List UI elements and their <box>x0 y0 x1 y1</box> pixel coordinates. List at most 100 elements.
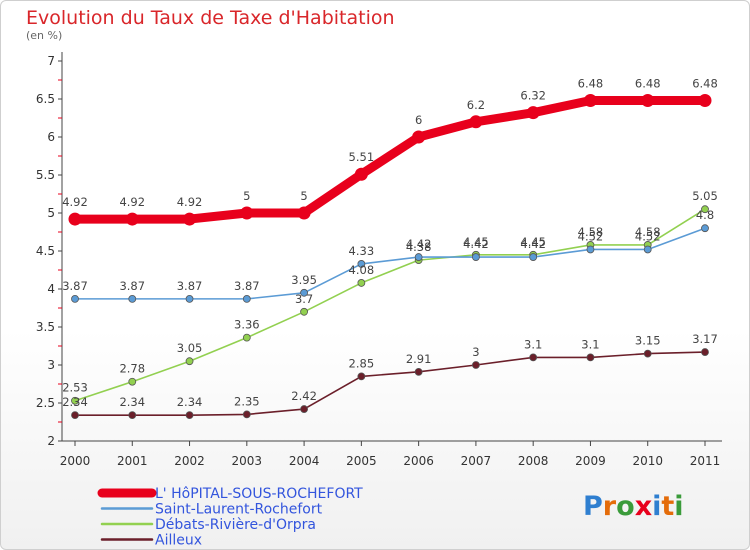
legend-label: Ailleux <box>155 533 202 549</box>
data-point <box>357 279 366 287</box>
data-label: 3 <box>472 345 479 359</box>
data-point <box>472 361 480 369</box>
data-point <box>242 410 251 419</box>
y-tick-label: 6.5 <box>36 92 55 106</box>
data-point <box>185 294 194 303</box>
data-point <box>701 348 709 356</box>
logo-letter: r <box>603 491 617 522</box>
logo-letter: i <box>652 491 661 522</box>
data-point <box>357 260 366 268</box>
x-tick-label: 2009 <box>575 454 606 468</box>
data-label: 2.53 <box>62 381 88 395</box>
series-lines <box>68 94 712 420</box>
data-label: 6.48 <box>635 77 661 91</box>
data-point <box>472 253 480 261</box>
data-point <box>414 367 423 376</box>
y-tick-label: 5.5 <box>36 168 55 182</box>
x-tick-label: 2005 <box>346 454 377 468</box>
y-tick-label: 4.5 <box>36 244 55 258</box>
data-label: 2.34 <box>119 395 145 409</box>
data-label: 4.42 <box>463 237 489 251</box>
data-label: 6.32 <box>520 89 546 103</box>
data-point <box>469 115 483 129</box>
data-point <box>529 253 538 261</box>
y-tick-label: 5 <box>47 206 55 220</box>
data-label: 2.42 <box>291 389 317 403</box>
data-point <box>583 94 597 108</box>
data-label: 5 <box>300 189 307 203</box>
data-label: 3.1 <box>524 337 542 351</box>
series-1 <box>71 224 709 303</box>
data-label: 6.48 <box>692 77 718 91</box>
data-point <box>354 167 368 181</box>
data-labels: 4.92 4.92 4.92 5 5 5.51 6 6.2 6.32 6.48 6.48 6.48 3.… <box>62 77 718 410</box>
chart-subtitle: (en %) <box>26 29 62 42</box>
data-point <box>414 253 423 261</box>
y-tick-label: 2.5 <box>36 396 55 410</box>
data-label: 2.35 <box>234 394 260 408</box>
data-point <box>701 224 709 233</box>
legend-label: L' HôPITAL-SOUS-ROCHEFORT <box>155 486 363 502</box>
data-point <box>240 206 254 220</box>
data-label: 4.45 <box>463 235 489 249</box>
x-tick-label: 2010 <box>632 454 663 468</box>
x-tick-label: 2003 <box>232 454 263 468</box>
y-tick-label: 7 <box>47 54 55 68</box>
chart-title: Evolution du Taux de Taxe d'Habitation <box>26 7 395 29</box>
data-label: 3.15 <box>635 334 661 348</box>
data-point <box>529 353 538 362</box>
x-tick-label: 2006 <box>403 454 434 468</box>
x-tick-label: 2008 <box>518 454 549 468</box>
data-label: 4.33 <box>349 244 375 258</box>
data-label: 2.34 <box>177 395 203 409</box>
data-label: 3.36 <box>234 318 260 332</box>
data-label: 6 <box>415 113 422 127</box>
data-point <box>586 353 595 362</box>
data-point <box>128 411 137 420</box>
data-point <box>183 212 197 226</box>
x-tick-label: 2011 <box>690 454 721 468</box>
x-tick-label: 2001 <box>117 454 148 468</box>
data-label: 3.95 <box>291 273 317 287</box>
logo-letter: x <box>635 491 652 522</box>
data-label: 3.87 <box>119 279 145 293</box>
data-point <box>68 212 82 226</box>
data-point <box>641 94 655 108</box>
x-tick-label: 2002 <box>174 454 205 468</box>
data-point <box>125 212 139 226</box>
data-point <box>242 333 251 342</box>
data-point <box>242 294 251 303</box>
data-label: 3.7 <box>295 292 313 306</box>
legend-label: Saint-Laurent-Rochefort <box>155 502 323 518</box>
data-label: 2.78 <box>119 362 145 376</box>
data-label: 3.05 <box>177 341 203 355</box>
series-0 <box>68 94 712 226</box>
data-point <box>185 411 194 420</box>
data-label: 5.51 <box>349 150 375 164</box>
data-point <box>412 130 426 144</box>
data-point <box>643 349 652 358</box>
data-label: 4.42 <box>406 237 432 251</box>
data-point <box>185 357 194 366</box>
logo-letter: P <box>583 491 603 522</box>
data-point <box>71 396 79 405</box>
data-point <box>128 294 137 303</box>
data-label: 4.42 <box>520 237 546 251</box>
data-label: 4.92 <box>62 195 88 209</box>
data-point <box>701 205 709 214</box>
data-label: 3.17 <box>692 332 718 346</box>
data-label: 2.85 <box>349 356 375 370</box>
data-point <box>698 94 712 108</box>
data-point <box>357 372 366 381</box>
series-line <box>70 96 710 224</box>
data-label: 4.8 <box>696 208 714 222</box>
proxiti-logo: Proxiti <box>583 491 684 522</box>
data-label: 4.58 <box>578 225 604 239</box>
data-label: 4.52 <box>635 229 661 243</box>
data-point <box>300 288 308 297</box>
data-point <box>300 307 308 316</box>
data-label: 2.34 <box>62 395 88 409</box>
y-tick-label: 4 <box>47 282 55 296</box>
